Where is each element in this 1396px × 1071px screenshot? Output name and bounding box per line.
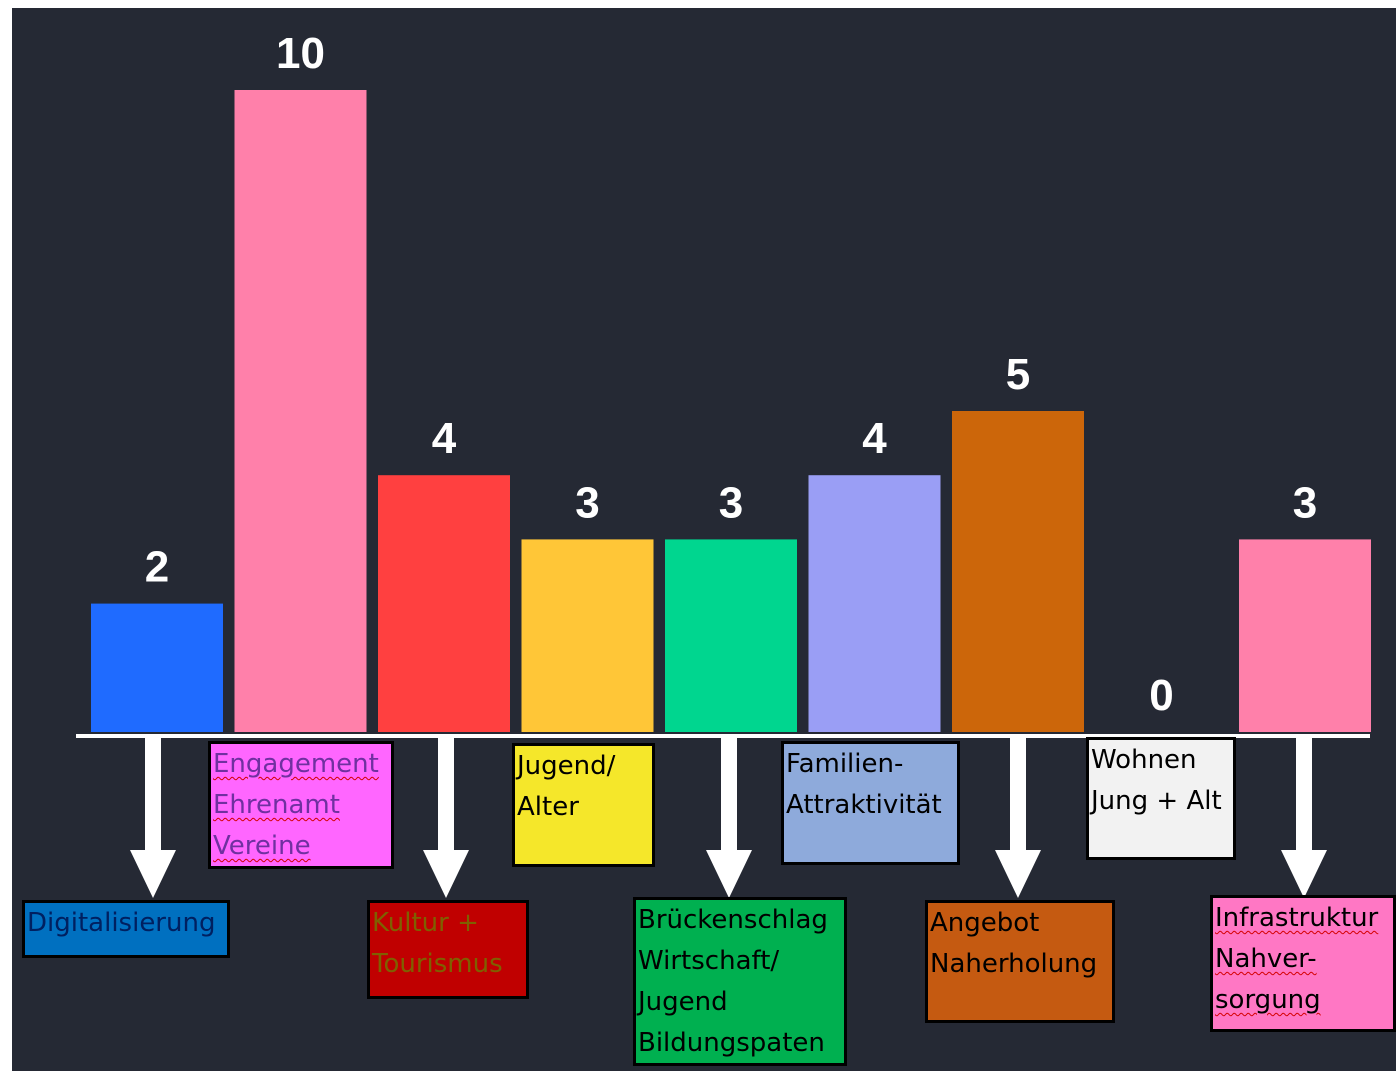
category-label-line: Angebot: [930, 908, 1040, 938]
category-label-line: Digitalisierung: [27, 908, 216, 938]
category-label-line: Ehrenamt: [213, 790, 340, 820]
category-label-line: Kultur +: [372, 908, 479, 938]
category-label-line: Jugend: [638, 987, 728, 1017]
category-label-digitalisierung: Digitalisierung: [22, 900, 230, 958]
category-label-wohnen-jung-alt: Wohnen Jung + Alt: [1086, 737, 1236, 860]
arrow-down-icon: [995, 738, 1041, 898]
arrows-group: [130, 738, 1327, 898]
bar-angebot-naherholung: [952, 411, 1084, 732]
arrow-down-icon: [706, 738, 752, 898]
category-label-engagement-ehrenamt-vereine: Engagement Ehrenamt Vereine: [208, 741, 394, 869]
category-label-infrastruktur-nahver-sorgung: Infrastruktur Nahver-sorgung: [1210, 895, 1396, 1032]
category-label-line: Naherholung: [930, 949, 1098, 979]
bar-familien-attraktivit-t: [808, 475, 941, 732]
value-label-familien-attraktivit-t: 4: [862, 414, 887, 463]
category-label-line: Attraktivität: [786, 790, 942, 820]
value-label-digitalisierung: 2: [145, 543, 169, 592]
bar-jugend-alter: [521, 539, 654, 732]
value-label-engagement-ehrenamt-vereine: 10: [276, 29, 325, 78]
category-label-line: Alter: [517, 792, 579, 822]
category-label-line: Jung + Alt: [1091, 786, 1222, 816]
category-label-line: Wirtschaft/: [638, 946, 780, 976]
category-label-jugend-alter: Jugend/Alter: [512, 743, 655, 867]
category-label-br-ckenschlag-wirtschaft-jugend-bildungspaten: Brückenschlag Wirtschaft/Jugend Bildungspa…: [633, 897, 847, 1066]
bar-br-ckenschlag-wirtschaft-jugend-bildungspaten: [665, 539, 797, 732]
category-label-angebot-naherholung: Angebot Naherholung: [925, 900, 1115, 1023]
category-label-line: Tourismus: [372, 949, 503, 979]
bar-kultur-tourismus: [378, 475, 510, 732]
value-label-infrastruktur-nahver-sorgung: 3: [1293, 478, 1317, 527]
category-label-line: Bildungspaten: [638, 1028, 825, 1058]
bar-digitalisierung: [91, 603, 223, 732]
category-label-kultur-tourismus: Kultur + Tourismus: [367, 900, 529, 999]
value-label-wohnen-jung-alt: 0: [1149, 671, 1173, 720]
value-label-jugend-alter: 3: [575, 478, 599, 527]
category-label-line: sorgung: [1215, 985, 1321, 1015]
category-label-line: Brückenschlag: [638, 905, 828, 935]
category-label-line: Nahver-: [1215, 944, 1317, 974]
arrow-down-icon: [130, 738, 176, 898]
bars-group: [91, 90, 1371, 732]
arrow-down-icon: [1281, 738, 1327, 898]
value-label-br-ckenschlag-wirtschaft-jugend-bildungspaten: 3: [719, 478, 743, 527]
value-label-kultur-tourismus: 4: [432, 414, 457, 463]
value-label-angebot-naherholung: 5: [1006, 350, 1030, 399]
category-label-line: Wohnen: [1091, 745, 1197, 775]
arrow-down-icon: [423, 738, 469, 898]
bar-engagement-ehrenamt-vereine: [234, 90, 367, 732]
category-label-line: Familien-: [786, 749, 904, 779]
category-label-line: Jugend/: [517, 751, 616, 781]
category-label-line: Engagement: [213, 749, 379, 779]
value-labels-group: 2 10 4 3 3 4 5 0 3: [145, 29, 1317, 720]
category-label-line: Vereine: [213, 831, 311, 861]
category-label-familien-attraktivit-t: Familien- Attraktivität: [781, 741, 960, 865]
bar-infrastruktur-nahver-sorgung: [1239, 539, 1371, 732]
category-label-line: Infrastruktur: [1215, 903, 1379, 933]
